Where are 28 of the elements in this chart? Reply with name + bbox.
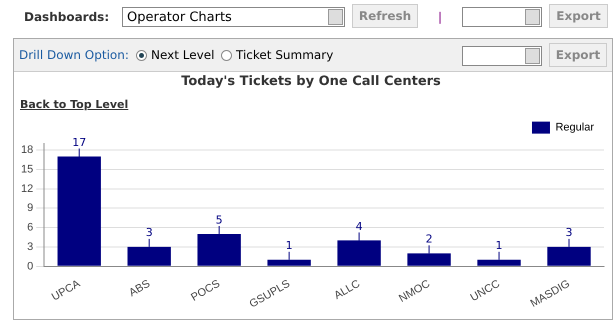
data-label: 3 [146,226,153,240]
x-tick-label: ABS [127,278,152,300]
legend-label: Regular [555,122,594,134]
text: Ticket Summary [236,48,334,62]
y-tick-label: 0 [27,260,34,272]
data-label: 3 [566,226,573,240]
y-tick-label: 6 [27,222,34,234]
y-tick-label: 9 [27,202,34,214]
text: Back to Top Level [20,98,128,111]
text: Refresh [352,4,418,28]
y-tick-label: 15 [20,163,34,176]
text: Next Level [151,48,214,62]
chart-title: Today's Tickets by One Call Centers [181,74,442,90]
dropdown: Operator Charts [122,7,345,27]
text: Export [549,43,607,67]
data-label: 1 [286,239,293,252]
y-tick-label: 12 [20,182,34,195]
data-label: 5 [216,213,223,226]
text: Export [549,4,608,28]
y-tick-label: 3 [27,240,34,253]
text: Drill Down Option: [19,48,129,62]
data-label: 4 [356,220,363,233]
data-label: 17 [72,136,86,149]
data-label: 2 [426,232,433,246]
text: Dashboards: [24,10,110,24]
text: | [438,10,442,24]
data-label: 1 [496,239,503,252]
y-tick-label: 18 [20,144,34,156]
